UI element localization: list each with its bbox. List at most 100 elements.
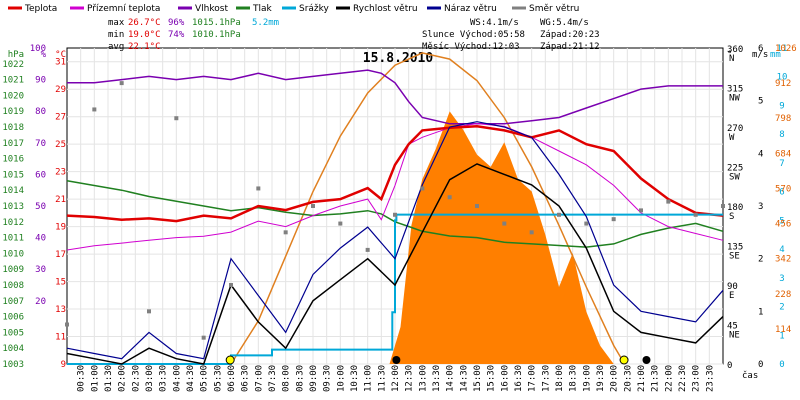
tick-dir: 225 [727,164,743,174]
x-tick-label: 19:30 [596,365,606,392]
tick-pct: 30 [35,265,46,275]
x-tick-label: 12:00 [391,365,401,392]
tick-hpa: 1013 [2,202,24,212]
stat-min-hum: 74% [168,30,185,40]
tick-temp: 27 [55,113,66,123]
axes-layer: 00:30 01:00 01:30 02:00 02:30 03:00 03:30 04:00… [2,44,796,392]
x-tick-label: 20:30 [623,365,633,392]
tick-dir: 45 [727,322,738,332]
tick-pct: 60 [35,170,46,180]
stat-max-press: 1015.1hPa [192,18,241,28]
x-tick-label: 07:30 [268,365,278,392]
x-tick-label: 09:30 [323,365,333,392]
tick-temp: 11 [55,333,66,343]
info-wg: WG:5.4m/s [540,18,589,28]
wind-direction-point [365,247,370,252]
tick-mm: 6 [779,188,784,198]
tick-ms: 2 [758,255,763,265]
tick-mm: 3 [779,274,784,284]
x-tick-label: 08:00 [282,365,292,392]
wind-direction-point [557,212,561,217]
tick-hpa: 1011 [2,234,24,244]
tick-dir-name: SE [729,252,740,262]
x-tick-label: 01:30 [104,365,114,392]
stat-max-hum: 96% [168,18,185,28]
stat-min-label: min [108,30,124,40]
tick-wm2: 114 [775,325,791,335]
x-tick-label: 03:30 [159,365,169,392]
tick-temp: 15 [55,278,66,288]
tick-pct: 20 [35,297,46,307]
x-tick-label: 19:00 [582,365,592,392]
x-tick-label: 06:00 [227,365,237,392]
stat-avg-temp: 22.1°C [128,42,161,52]
info-ws: WS:4.1m/s [470,18,519,28]
tick-temp: 29 [55,85,66,95]
tick-dir-name: N [729,54,734,64]
x-tick-label: 08:30 [295,365,305,392]
info-moon-set: Západ:21:12 [540,42,600,52]
wind-direction-point [721,204,725,208]
wind-direction-point [447,195,452,200]
x-tick-label: 18:30 [569,365,579,392]
x-tick-label: 04:30 [186,365,196,392]
tick-temp: 21 [55,195,66,205]
tick-wm2: 1026 [775,44,797,54]
tick-pct: 80 [35,107,46,117]
wind-direction-point [584,221,589,226]
x-tick-label: 14:00 [446,365,456,392]
tick-mm: 8 [779,130,784,140]
wind-direction-point [639,208,643,213]
chart-title: 15.8.2010 [363,51,434,66]
x-tick-label: 20:00 [610,365,620,392]
x-tick-label: 17:00 [528,365,538,392]
tick-wm2: 684 [775,149,791,159]
tick-hpa: 1020 [2,91,24,101]
tick-wm2: 912 [775,79,791,89]
tick-pct: 50 [35,202,46,212]
series-line-n-raz-v-tru [66,121,724,360]
x-tick-label: 18:00 [555,365,565,392]
x-tick-label: 01:00 [90,365,100,392]
tick-hpa: 1003 [2,360,24,370]
tick-dir-name: NW [729,94,740,104]
tick-mm: 11 [777,44,788,54]
wind-direction-point [611,217,616,222]
x-tick-label: 13:00 [418,365,428,392]
tick-temp: 19 [55,223,66,233]
x-tick-label: 23:00 [692,365,702,392]
grid [67,48,723,365]
x-tick-label: 02:30 [131,365,141,392]
x-tick-label: 14:30 [459,365,469,392]
axis-title-pct: % [41,50,47,60]
legend-label: Směr větru [529,4,579,14]
tick-ms: 3 [758,202,763,212]
wind-direction-point [65,322,69,327]
tick-ms: 4 [758,149,763,159]
tick-mm: 4 [779,245,784,255]
legend-label: Teplota [24,4,57,14]
x-tick-label: 02:00 [118,365,128,392]
tick-temp: 31 [55,58,66,68]
axis-title-dir: ° [727,50,732,60]
wind-direction-point [256,186,261,191]
tick-dir: 0 [727,361,732,371]
tick-hpa: 1017 [2,139,24,149]
x-tick-label: 16:00 [500,365,510,392]
tick-temp: 23 [55,168,66,178]
tick-temp: 13 [55,305,66,315]
legend-label: Vlhkost [195,4,228,14]
wind-direction-point [693,212,698,217]
x-tick-label: 11:00 [364,365,374,392]
wind-direction-point [475,204,479,208]
axis-title-mm: mm [770,50,781,60]
x-tick-label: 10:00 [336,365,346,392]
legend: Teplota Přízemní teplota Vlhkost Tlak Srážky… [8,4,579,14]
tick-hpa: 1007 [2,297,24,307]
tick-dir: 360 [727,45,743,55]
solar-theoretical-line [230,52,626,365]
series-line-rychlost-v-tru [66,163,724,365]
tick-hpa: 1006 [2,313,24,323]
wind-direction-point [502,221,507,226]
marker-layer [65,81,725,365]
